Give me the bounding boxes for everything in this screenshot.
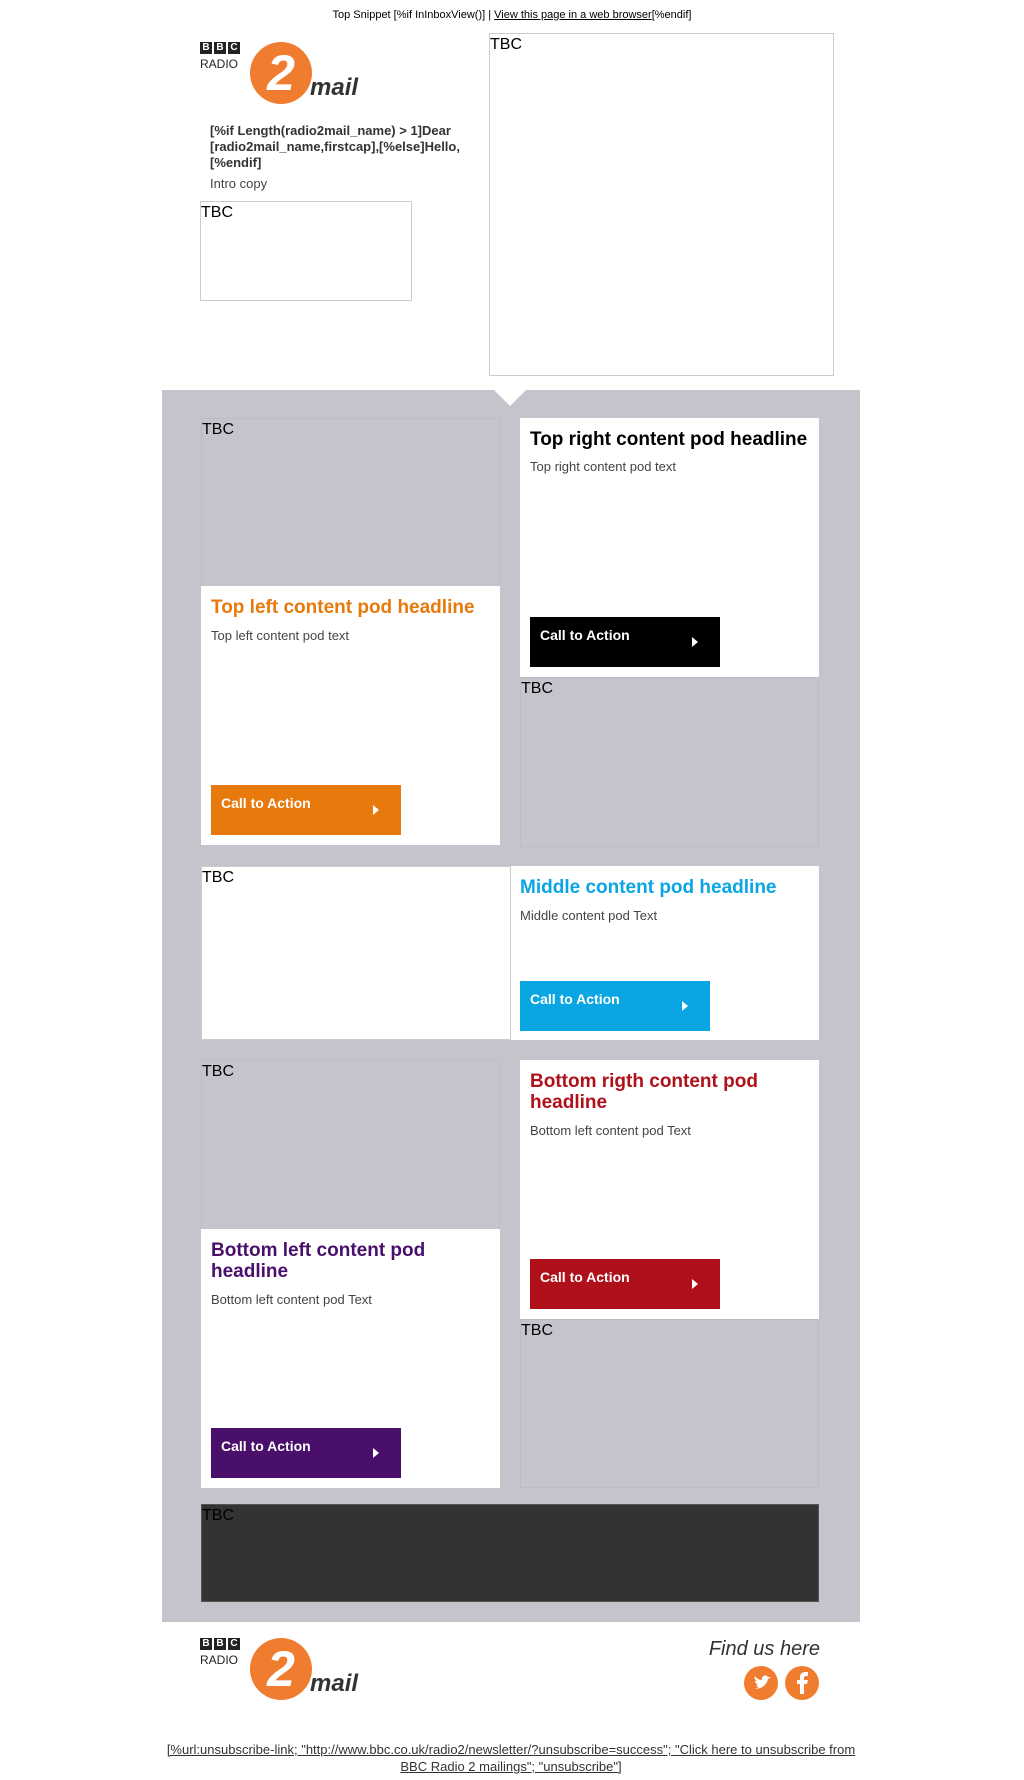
headline: Bottom rigth content pod headline [530, 1071, 758, 1113]
tbc: TBC [521, 1322, 553, 1339]
web-view-link[interactable]: View this page in a web browser [494, 9, 652, 21]
logo-bbc: B [200, 1638, 212, 1650]
logo-radio: RADIO [200, 1653, 239, 1667]
tbc: TBC [202, 421, 234, 438]
logo: B B C RADIO 2 mail [200, 42, 360, 106]
tbc: TBC [202, 1063, 234, 1080]
pod: Top left content pod headline Top left c… [201, 586, 500, 845]
image-placeholder: TBC [201, 418, 500, 587]
logo-bbc: C [228, 1638, 240, 1650]
pod: Bottom rigth content pod headline Bottom… [520, 1060, 819, 1319]
facebook-icon[interactable] [785, 1666, 819, 1700]
intro: Intro copy [210, 176, 268, 191]
cta-button[interactable]: Call to Action [520, 981, 710, 1031]
pod: Bottom left content pod headline Bottom … [201, 1229, 500, 1488]
image-placeholder: TBC [520, 677, 819, 847]
unsubscribe-link[interactable]: [%url:unsubscribe-link; "http://www.bbc.… [166, 1742, 856, 1774]
cta-button[interactable]: Call to Action [211, 1428, 401, 1478]
pod-text: Top left content pod text [211, 628, 350, 643]
cta-button[interactable]: Call to Action [530, 1259, 720, 1309]
pod: Top right content pod headline Top right… [520, 418, 819, 677]
top-snippet: Top Snippet [%if InInboxView()] | View t… [0, 9, 1024, 21]
cta-button[interactable]: Call to Action [530, 617, 720, 667]
cta-button[interactable]: Call to Action [211, 785, 401, 835]
snippet-text: Top Snippet [%if InInboxView()] | [332, 9, 495, 21]
pod: Middle content pod headline Middle conte… [511, 866, 819, 1040]
image-placeholder: TBC [520, 1319, 819, 1488]
pod-text: Bottom left content pod Text [211, 1292, 372, 1307]
logo-number: 2 [250, 42, 312, 104]
headline: Middle content pod headline [520, 877, 777, 898]
image-placeholder: TBC [201, 1060, 500, 1230]
logo-bbc: C [228, 42, 240, 54]
pod-text: Bottom left content pod Text [530, 1123, 691, 1138]
logo-number: 2 [250, 1638, 312, 1700]
facebook-glyph [797, 1672, 808, 1694]
tbc: TBC [202, 869, 234, 886]
pod-text: Middle content pod Text [520, 908, 658, 923]
image-placeholder: TBC [200, 201, 412, 301]
logo-mail: mail [310, 1670, 359, 1697]
twitter-icon[interactable] [744, 1666, 778, 1700]
image-placeholder: TBC [489, 33, 834, 376]
logo-bbc: B [200, 42, 212, 54]
logo-bbc: B [214, 1638, 226, 1650]
headline: Top left content pod headline [211, 597, 475, 618]
image-placeholder: TBC [201, 866, 511, 1040]
snippet-end: [%endif] [651, 9, 692, 21]
headline: Bottom left content pod headline [211, 1240, 426, 1282]
tbc: TBC [202, 1507, 234, 1524]
image-placeholder: TBC [201, 1504, 819, 1602]
greeting: [%if Length(radio2mail_name) > 1]Dear [r… [210, 123, 460, 170]
find-us: Find us here [708, 1638, 820, 1660]
headline: Top right content pod headline [530, 429, 808, 450]
logo-mail: mail [310, 74, 359, 101]
tbc: TBC [490, 36, 522, 53]
tbc: TBC [201, 204, 233, 221]
twitter-glyph [753, 1675, 771, 1689]
logo: B B C RADIO 2 mail [200, 1638, 360, 1702]
pod-text: Top right content pod text [530, 459, 676, 474]
tbc: TBC [521, 680, 553, 697]
notch [494, 390, 526, 406]
logo-bbc: B [214, 42, 226, 54]
logo-radio: RADIO [200, 57, 239, 71]
